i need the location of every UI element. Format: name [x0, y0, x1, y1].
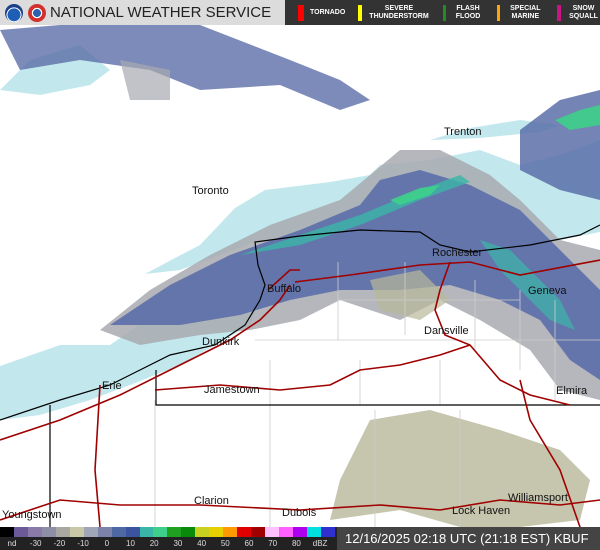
city-buffalo: Buffalo	[267, 283, 301, 295]
site-title: NATIONAL WEATHER SERVICE	[50, 4, 272, 21]
color-swatch	[320, 527, 335, 537]
brand[interactable]: NATIONAL WEATHER SERVICE	[0, 0, 271, 25]
color-swatch	[209, 527, 224, 537]
warning-snow-squall: SNOW SQUALL	[557, 4, 600, 21]
legend-tick: -30	[29, 539, 42, 548]
warning-swatch	[557, 4, 561, 21]
color-swatch	[251, 527, 266, 537]
legend-tick: 60	[244, 539, 254, 548]
color-swatch	[125, 527, 140, 537]
legend-tick: nd	[7, 539, 17, 548]
timestamp: 12/16/2025 02:18 UTC (21:18 EST) KBUF	[337, 527, 600, 550]
color-swatch	[181, 527, 196, 537]
legend-tick: dBZ	[312, 539, 328, 548]
color-swatch	[265, 527, 280, 537]
color-swatch	[83, 527, 98, 537]
warning-label: SPECIAL MARINE	[510, 4, 541, 20]
color-swatch	[139, 527, 154, 537]
warning-severe-thunderstorm: SEVERE THUNDERSTORM	[358, 4, 429, 21]
city-erie: Erie	[102, 380, 122, 392]
legend-tick: 10	[126, 539, 135, 548]
warning-tornado: TORNADO	[298, 4, 346, 21]
legend-tick: 40	[197, 539, 207, 548]
city-youngstown: Youngstown	[2, 509, 62, 521]
city-trenton: Trenton	[444, 126, 482, 138]
warning-label: TORNADO	[310, 8, 346, 16]
warning-label: SEVERE THUNDERSTORM	[369, 4, 429, 20]
city-elmira: Elmira	[556, 385, 588, 397]
legend-tick: 20	[149, 539, 159, 548]
highways	[0, 259, 600, 527]
color-swatch	[223, 527, 238, 537]
city-clarion: Clarion	[194, 495, 229, 507]
city-dunkirk: Dunkirk	[202, 336, 240, 348]
warning-special-marine: SPECIAL MARINE	[496, 4, 545, 21]
legend-tick: -10	[77, 539, 89, 548]
city-labels: Trenton Toronto Rochester Buffalo Geneva…	[2, 126, 588, 521]
legend-tick: 50	[220, 539, 230, 548]
city-geneva: Geneva	[528, 285, 567, 297]
warning-swatch	[442, 4, 447, 21]
color-swatch	[27, 527, 42, 537]
color-scale	[0, 527, 335, 537]
legend-tick: -20	[53, 539, 66, 548]
warning-swatch	[496, 4, 501, 21]
color-swatch	[167, 527, 182, 537]
color-swatch	[279, 527, 294, 537]
legend-tick: 0	[104, 539, 110, 548]
warning-label: FLASH FLOOD	[455, 4, 481, 20]
city-rochester: Rochester	[432, 247, 482, 259]
county-lines	[154, 262, 600, 527]
color-swatch	[41, 527, 56, 537]
warning-swatch	[358, 4, 363, 21]
city-dansville: Dansville	[424, 325, 469, 337]
color-swatch	[195, 527, 210, 537]
reflectivity-legend: nd -30 -20 -10 0 10 20 30 40 50 60 70 80 dBZ	[0, 527, 337, 550]
color-swatch	[293, 527, 307, 537]
warning-label: SNOW SQUALL	[569, 4, 598, 20]
color-swatch	[153, 527, 168, 537]
noaa-logo	[5, 3, 23, 22]
color-swatch	[237, 527, 252, 537]
legend-tick: 80	[291, 539, 301, 548]
warning-swatch	[298, 4, 304, 21]
city-dubois: Dubois	[282, 507, 317, 519]
color-swatch	[69, 527, 84, 537]
city-lock-haven: Lock Haven	[452, 505, 510, 517]
legend-tick: 70	[268, 539, 278, 548]
legend-tick: 30	[173, 539, 183, 548]
state-borders	[0, 224, 600, 527]
color-swatch	[306, 527, 321, 537]
color-swatch	[0, 527, 14, 537]
nws-logo	[28, 3, 46, 22]
color-swatch	[97, 527, 112, 537]
city-toronto: Toronto	[192, 185, 229, 197]
warning-legend: TORNADO SEVERE THUNDERSTORM FLASH FLOOD SPE…	[285, 0, 600, 25]
color-swatch	[55, 527, 70, 537]
radar-map[interactable]: Trenton Toronto Rochester Buffalo Geneva…	[0, 25, 600, 527]
city-williamsport: Williamsport	[508, 492, 568, 504]
color-swatch	[13, 527, 28, 537]
header: NATIONAL WEATHER SERVICE TORNADO SEVERE T…	[0, 0, 600, 25]
warning-flash-flood: FLASH FLOOD	[442, 4, 484, 21]
city-jamestown: Jamestown	[204, 384, 260, 396]
color-swatch	[111, 527, 126, 537]
